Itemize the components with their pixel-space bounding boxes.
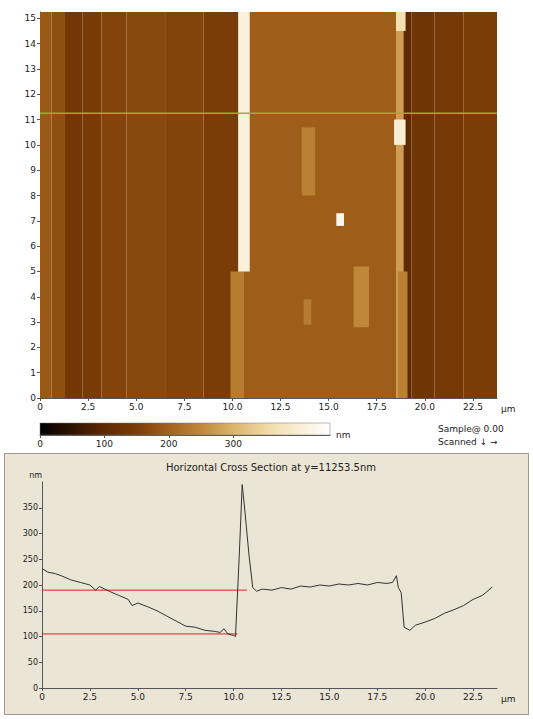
svg-text:12.5: 12.5 bbox=[271, 402, 291, 412]
svg-text:20.0: 20.0 bbox=[415, 402, 435, 412]
svg-text:8: 8 bbox=[30, 191, 36, 201]
svg-text:22.5: 22.5 bbox=[463, 692, 483, 702]
svg-text:17.5: 17.5 bbox=[367, 402, 387, 412]
svg-text:15.0: 15.0 bbox=[319, 402, 339, 412]
svg-text:13: 13 bbox=[25, 64, 36, 74]
svg-text:15: 15 bbox=[25, 13, 36, 23]
svg-text:5: 5 bbox=[30, 266, 36, 276]
svg-text:22.5: 22.5 bbox=[463, 402, 483, 412]
svg-text:5.0: 5.0 bbox=[129, 402, 144, 412]
svg-text:250: 250 bbox=[23, 555, 38, 564]
svg-text:10.0: 10.0 bbox=[222, 402, 242, 412]
svg-text:µm: µm bbox=[501, 404, 516, 414]
svg-text:nm: nm bbox=[336, 430, 350, 440]
svg-text:10.0: 10.0 bbox=[224, 692, 244, 702]
svg-text:15.0: 15.0 bbox=[319, 692, 339, 702]
svg-text:200: 200 bbox=[23, 581, 38, 590]
svg-text:100: 100 bbox=[96, 439, 113, 449]
svg-text:7.5: 7.5 bbox=[179, 692, 193, 702]
svg-text:5.0: 5.0 bbox=[131, 692, 146, 702]
svg-text:10: 10 bbox=[25, 140, 37, 150]
svg-text:300: 300 bbox=[23, 529, 38, 538]
svg-text:Sample@ 0.00: Sample@ 0.00 bbox=[438, 424, 504, 434]
svg-text:12.5: 12.5 bbox=[271, 692, 291, 702]
svg-text:Horizontal Cross Section at y=: Horizontal Cross Section at y=11253.5nm bbox=[166, 462, 376, 473]
svg-text:100: 100 bbox=[23, 632, 38, 641]
svg-text:2: 2 bbox=[30, 342, 36, 352]
svg-text:20.0: 20.0 bbox=[415, 692, 435, 702]
svg-text:50: 50 bbox=[28, 658, 38, 667]
svg-text:300: 300 bbox=[225, 439, 242, 449]
svg-text:0: 0 bbox=[30, 393, 36, 403]
svg-text:0: 0 bbox=[33, 684, 38, 693]
svg-text:350: 350 bbox=[23, 503, 38, 512]
svg-text:0: 0 bbox=[37, 439, 43, 449]
svg-text:2.5: 2.5 bbox=[83, 692, 97, 702]
svg-text:3: 3 bbox=[30, 317, 36, 327]
svg-text:1: 1 bbox=[30, 368, 36, 378]
svg-text:µm: µm bbox=[501, 694, 516, 704]
svg-text:9: 9 bbox=[30, 165, 36, 175]
svg-text:17.5: 17.5 bbox=[367, 692, 387, 702]
svg-text:4: 4 bbox=[30, 292, 36, 302]
svg-text:nm: nm bbox=[29, 471, 42, 480]
svg-text:6: 6 bbox=[30, 241, 36, 251]
svg-text:150: 150 bbox=[23, 606, 38, 615]
svg-text:0: 0 bbox=[39, 692, 45, 702]
svg-text:7.5: 7.5 bbox=[177, 402, 191, 412]
svg-text:200: 200 bbox=[160, 439, 177, 449]
svg-text:0: 0 bbox=[37, 402, 43, 412]
svg-text:12: 12 bbox=[25, 89, 36, 99]
svg-text:7: 7 bbox=[30, 216, 36, 226]
svg-text:Scanned ↓ →: Scanned ↓ → bbox=[438, 437, 498, 447]
svg-text:2.5: 2.5 bbox=[81, 402, 95, 412]
svg-text:14: 14 bbox=[25, 39, 37, 49]
svg-text:11: 11 bbox=[25, 115, 36, 125]
